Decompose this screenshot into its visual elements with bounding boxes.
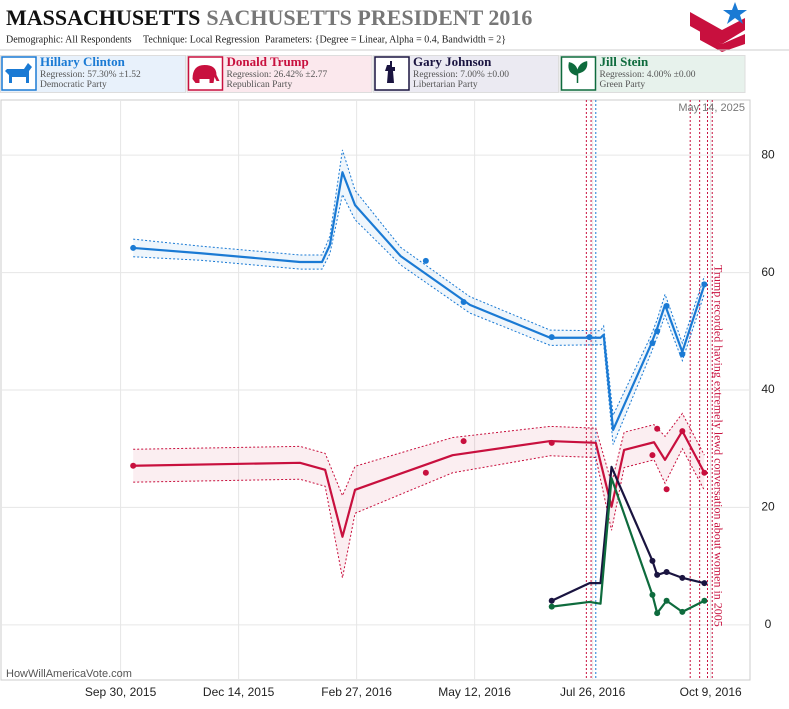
y-tick-label: 40 (761, 382, 775, 396)
poll-point (422, 469, 429, 476)
poll-point (663, 303, 670, 310)
x-tick-label: Oct 9, 2016 (680, 685, 742, 699)
icon-liberty (385, 61, 395, 83)
poll-point (649, 452, 656, 459)
band-lower (133, 447, 705, 578)
poll-point (548, 597, 555, 604)
poll-point (548, 334, 555, 341)
poll-point (701, 469, 708, 476)
legend-icon (560, 56, 597, 91)
trend-line (551, 476, 705, 615)
poll-point (422, 257, 429, 264)
poll-point (679, 574, 686, 581)
legend-regression: Regression: 7.00% ±0.00 (413, 70, 509, 80)
poll-point (649, 591, 656, 598)
poll-point (663, 568, 670, 575)
poll-point (654, 425, 661, 432)
legend-name: Donald Trump (227, 54, 309, 69)
legend-icon (374, 56, 410, 91)
legend-party: Democratic Party (40, 80, 107, 90)
y-tick-label: 60 (761, 265, 775, 279)
event-annotation: Trump recorded having extremely lewd con… (711, 265, 725, 627)
source: HowWillAmericaVote.com (6, 668, 132, 680)
poll-point (663, 486, 670, 493)
poll-point (654, 571, 661, 578)
legend-party: Libertarian Party (413, 80, 478, 90)
x-tick-label: Dec 14, 2015 (203, 685, 275, 699)
poll-point (548, 603, 555, 610)
chart-title: MASSACHUSETTS SACHUSETTS PRESIDENT 2016 (6, 5, 532, 30)
band-upper (133, 149, 705, 418)
trend-line (133, 171, 706, 432)
legend-name: Gary Johnson (413, 54, 492, 69)
poll-point (679, 428, 686, 435)
poll-point (679, 608, 686, 615)
plot-area: 0 20 40 60 80 Sep 30, 2015 Dec 14, 2015 Feb 27,… (1, 100, 775, 699)
poll-point (679, 351, 686, 358)
legend-name: Hillary Clinton (40, 54, 126, 69)
poll-point (701, 597, 708, 604)
poll-point (548, 439, 555, 446)
poll-point (654, 328, 661, 335)
demographic: Demographic: All Respondents (6, 34, 132, 45)
icon-elephant (192, 65, 220, 83)
trend-line (133, 429, 706, 538)
band-upper (133, 412, 705, 497)
title-suffix: SACHUSETTS PRESIDENT 2016 (206, 5, 532, 30)
icon-leaf (568, 61, 588, 83)
poll-point (654, 610, 661, 617)
y-tick-label: 0 (765, 617, 772, 631)
poll-point (649, 557, 656, 564)
x-tick-label: Feb 27, 2016 (321, 685, 392, 699)
legend-regression: Regression: 26.42% ±2.77 (227, 70, 328, 80)
icon-donkey (5, 63, 32, 83)
legend-name: Jill Stein (600, 54, 650, 69)
y-tick-label: 20 (761, 500, 775, 514)
logo (690, 2, 747, 52)
poll-point (701, 281, 708, 288)
poll-point (701, 580, 708, 587)
x-tick-label: Jul 26, 2016 (560, 685, 626, 699)
poll-point (130, 244, 137, 251)
legend-party: Green Party (600, 80, 646, 90)
legend-icon (187, 56, 224, 91)
x-tick-label: Sep 30, 2015 (85, 685, 157, 699)
poll-point (130, 462, 137, 469)
date-stamp: May 14, 2025 (678, 102, 745, 114)
poll-point (460, 438, 467, 445)
poll-point (663, 597, 670, 604)
poll-point (586, 334, 593, 341)
legend-icon (1, 56, 37, 91)
confidence-band (133, 413, 705, 578)
parameters: Parameters: {Degree = Linear, Alpha = 0.… (265, 34, 506, 45)
technique: Technique: Local Regression (143, 34, 259, 45)
legend-party: Republican Party (227, 80, 293, 90)
confidence-band (133, 149, 705, 445)
poll-point (649, 340, 656, 347)
x-tick-label: May 12, 2016 (438, 685, 511, 699)
legend-regression: Regression: 57.30% ±1.52 (40, 70, 141, 80)
poll-point (460, 298, 467, 305)
legend-regression: Regression: 4.00% ±0.00 (600, 70, 696, 80)
title-main: MASSACHUSETTS (6, 5, 200, 30)
y-tick-label: 80 (761, 147, 775, 161)
